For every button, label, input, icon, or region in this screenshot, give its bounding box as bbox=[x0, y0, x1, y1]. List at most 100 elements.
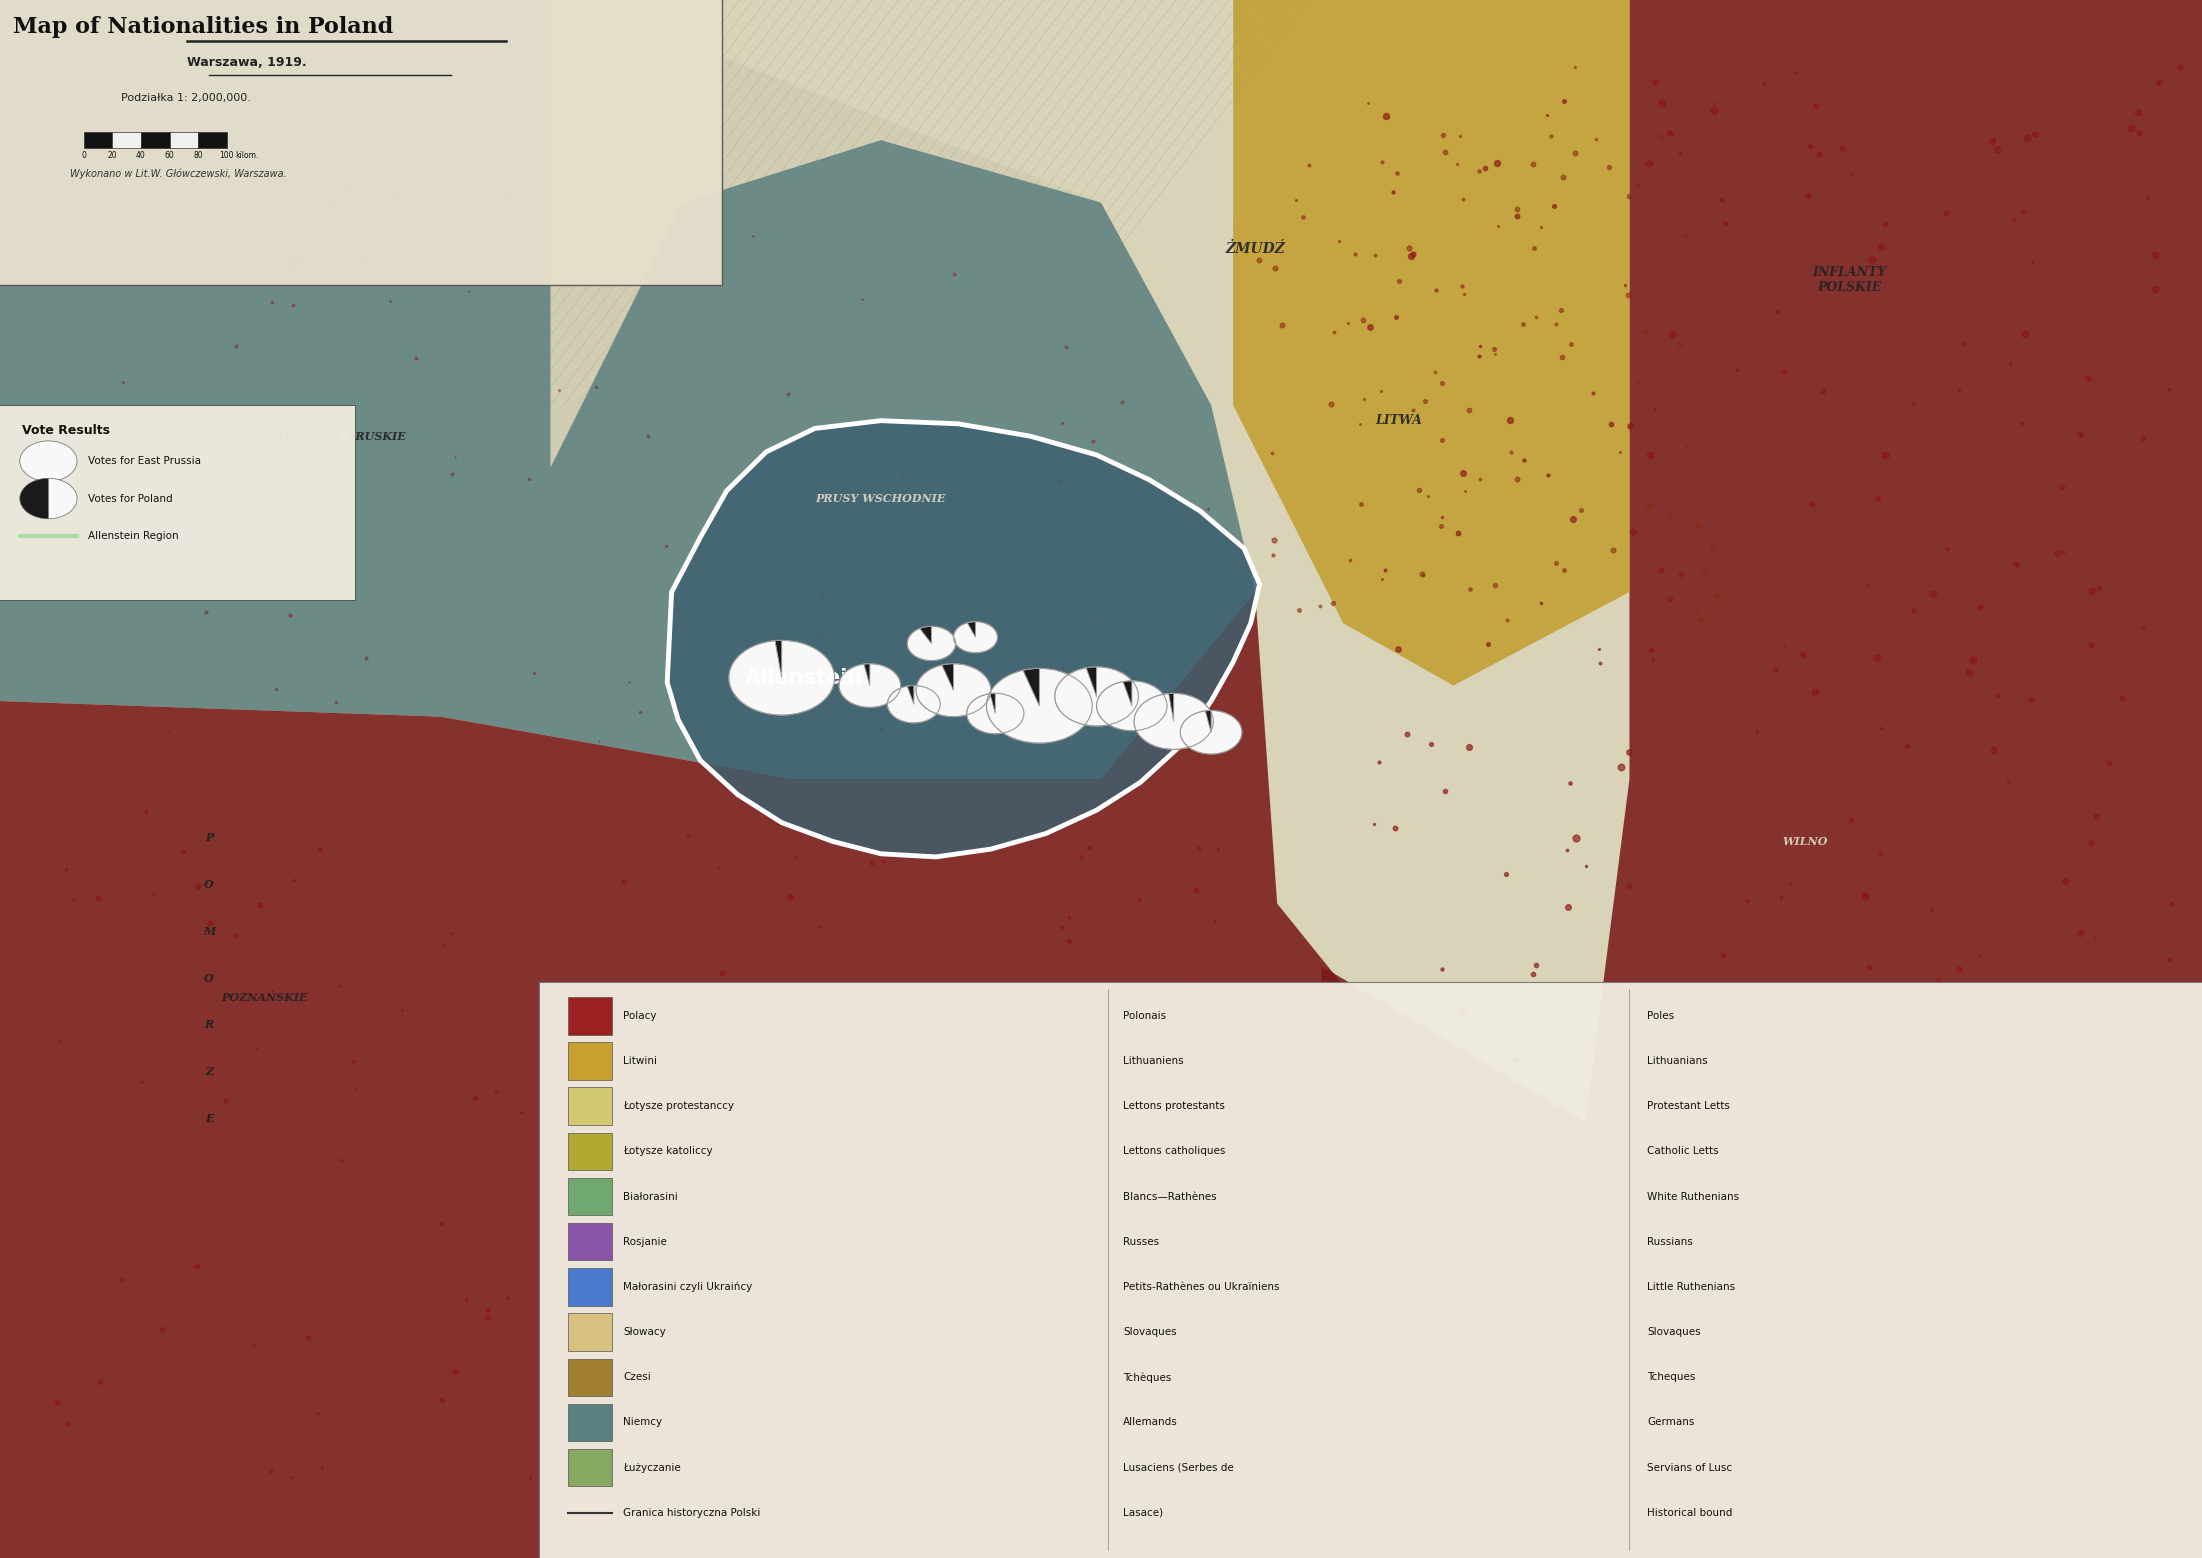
Bar bbox=[170, 132, 198, 148]
Bar bbox=[84, 132, 112, 148]
Bar bbox=[568, 1133, 612, 1170]
Wedge shape bbox=[1204, 710, 1211, 732]
Polygon shape bbox=[667, 421, 1260, 857]
Wedge shape bbox=[729, 640, 835, 715]
Text: R: R bbox=[205, 1019, 214, 1030]
Wedge shape bbox=[887, 686, 940, 723]
Bar bbox=[568, 1087, 612, 1125]
Text: POZNAŃSKIE: POZNAŃSKIE bbox=[220, 991, 308, 1003]
Text: Warszawa, 1919.: Warszawa, 1919. bbox=[187, 56, 306, 69]
Wedge shape bbox=[967, 622, 975, 637]
Wedge shape bbox=[20, 441, 77, 481]
Text: Map of Nationalities in Poland: Map of Nationalities in Poland bbox=[13, 16, 394, 37]
Wedge shape bbox=[48, 478, 77, 519]
Text: Russians: Russians bbox=[1647, 1237, 1693, 1246]
Wedge shape bbox=[863, 664, 870, 686]
Text: 60: 60 bbox=[165, 151, 174, 160]
Text: Polacy: Polacy bbox=[623, 1011, 656, 1020]
Wedge shape bbox=[20, 478, 48, 519]
Wedge shape bbox=[920, 626, 931, 643]
Text: ŻMUDŹ: ŻMUDŹ bbox=[1224, 241, 1286, 257]
Wedge shape bbox=[986, 668, 1092, 743]
Text: O: O bbox=[205, 879, 214, 890]
Text: Little Ruthenians: Little Ruthenians bbox=[1647, 1282, 1735, 1292]
Bar bbox=[568, 1449, 612, 1486]
Text: Blancs—Rathènes: Blancs—Rathènes bbox=[1123, 1192, 1218, 1201]
Text: P: P bbox=[205, 832, 214, 843]
Wedge shape bbox=[942, 664, 953, 690]
Text: Lithuaniens: Lithuaniens bbox=[1123, 1056, 1185, 1066]
Text: Catholic Letts: Catholic Letts bbox=[1647, 1147, 1720, 1156]
Text: Votes for Poland: Votes for Poland bbox=[88, 494, 172, 503]
Bar bbox=[141, 132, 170, 148]
Wedge shape bbox=[1169, 693, 1174, 721]
Wedge shape bbox=[953, 622, 998, 653]
Text: 40: 40 bbox=[137, 151, 145, 160]
Text: Vote Results: Vote Results bbox=[22, 424, 110, 436]
Bar bbox=[568, 1268, 612, 1306]
Bar bbox=[568, 1359, 612, 1396]
Text: M: M bbox=[203, 925, 216, 936]
Text: 80: 80 bbox=[194, 151, 203, 160]
Text: INFLANTY
POLSKIE: INFLANTY POLSKIE bbox=[1812, 266, 1887, 294]
Text: O: O bbox=[205, 972, 214, 983]
Text: 20: 20 bbox=[108, 151, 117, 160]
Text: Slovaques: Slovaques bbox=[1647, 1327, 1700, 1337]
Text: Polonais: Polonais bbox=[1123, 1011, 1167, 1020]
Text: Lusaciens (Serbes de: Lusaciens (Serbes de bbox=[1123, 1463, 1233, 1472]
Text: Protestant Letts: Protestant Letts bbox=[1647, 1102, 1731, 1111]
Wedge shape bbox=[916, 664, 991, 717]
FancyBboxPatch shape bbox=[0, 405, 355, 600]
Text: White Ruthenians: White Ruthenians bbox=[1647, 1192, 1740, 1201]
Text: Allenstein: Allenstein bbox=[744, 668, 863, 687]
Polygon shape bbox=[0, 0, 1255, 779]
Wedge shape bbox=[839, 664, 901, 707]
Text: Łużyczanie: Łużyczanie bbox=[623, 1463, 680, 1472]
Text: 100: 100 bbox=[220, 151, 233, 160]
Bar bbox=[568, 1404, 612, 1441]
Wedge shape bbox=[1180, 710, 1242, 754]
Text: Lettons catholiques: Lettons catholiques bbox=[1123, 1147, 1224, 1156]
Text: 0: 0 bbox=[81, 151, 86, 160]
Text: Poles: Poles bbox=[1647, 1011, 1674, 1020]
Text: E: E bbox=[205, 1112, 214, 1123]
Wedge shape bbox=[1086, 667, 1097, 696]
Text: Niemcy: Niemcy bbox=[623, 1418, 663, 1427]
Bar bbox=[568, 1313, 612, 1351]
Text: PRUSY WSCHODNIE: PRUSY WSCHODNIE bbox=[815, 492, 947, 505]
Polygon shape bbox=[0, 592, 1585, 1558]
Text: Germans: Germans bbox=[1647, 1418, 1696, 1427]
Text: Lettons protestants: Lettons protestants bbox=[1123, 1102, 1224, 1111]
Text: Z: Z bbox=[205, 1066, 214, 1077]
Text: Lithuanians: Lithuanians bbox=[1647, 1056, 1709, 1066]
Wedge shape bbox=[1123, 681, 1132, 706]
Text: Rosjanie: Rosjanie bbox=[623, 1237, 667, 1246]
Text: Historical bound: Historical bound bbox=[1647, 1508, 1733, 1517]
Text: Czesi: Czesi bbox=[623, 1373, 652, 1382]
Bar bbox=[568, 1178, 612, 1215]
Bar bbox=[198, 132, 227, 148]
Wedge shape bbox=[1055, 667, 1138, 726]
Text: Wykonano w Lit.W. Główczewski, Warszawa.: Wykonano w Lit.W. Główczewski, Warszawa. bbox=[70, 168, 286, 179]
Wedge shape bbox=[907, 686, 914, 704]
Bar bbox=[568, 1042, 612, 1080]
Bar bbox=[568, 997, 612, 1035]
Text: Allenstein Region: Allenstein Region bbox=[88, 531, 178, 541]
Text: Allemands: Allemands bbox=[1123, 1418, 1178, 1427]
Bar bbox=[568, 1223, 612, 1260]
Text: Russes: Russes bbox=[1123, 1237, 1158, 1246]
Text: kilom.: kilom. bbox=[236, 151, 260, 160]
Text: Białorasini: Białorasini bbox=[623, 1192, 678, 1201]
Text: Slovaques: Slovaques bbox=[1123, 1327, 1176, 1337]
Text: WILNO: WILNO bbox=[1784, 835, 1828, 848]
Wedge shape bbox=[1024, 668, 1039, 706]
Bar bbox=[112, 132, 141, 148]
Polygon shape bbox=[550, 0, 1233, 467]
Text: POMORZE PRUSKIE: POMORZE PRUSKIE bbox=[277, 430, 405, 442]
Wedge shape bbox=[967, 693, 1024, 734]
Text: Lasace): Lasace) bbox=[1123, 1508, 1163, 1517]
Wedge shape bbox=[1134, 693, 1213, 749]
Text: Votes for East Prussia: Votes for East Prussia bbox=[88, 456, 200, 466]
Text: Petits-Rathènes ou Ukraïniens: Petits-Rathènes ou Ukraïniens bbox=[1123, 1282, 1279, 1292]
Text: KRÓLESTWO: KRÓLESTWO bbox=[542, 1209, 647, 1221]
